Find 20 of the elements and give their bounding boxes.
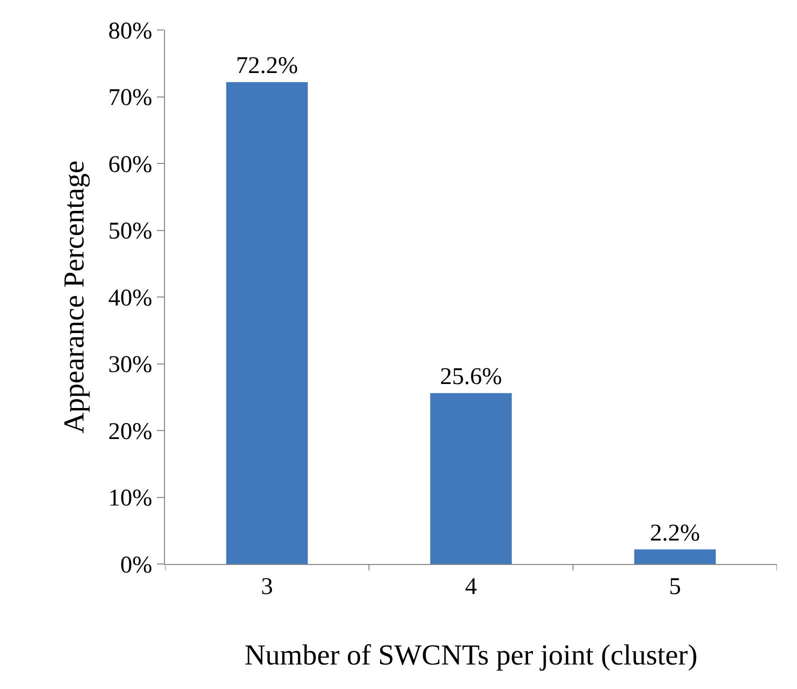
data-label: 72.2%	[236, 53, 298, 80]
x-tick-label: 3	[261, 574, 273, 600]
data-label: 2.2%	[650, 520, 700, 546]
x-tick-label: 4	[465, 574, 477, 600]
y-tick-label: 80%	[108, 18, 152, 44]
y-tick-label: 0%	[120, 552, 152, 578]
y-tick-label: 60%	[108, 152, 152, 178]
bar	[634, 549, 716, 564]
bar	[430, 393, 512, 564]
x-axis-title: Number of SWCNTs per joint (cluster)	[244, 640, 698, 672]
y-tick-label: 70%	[108, 85, 152, 112]
y-tick-label: 10%	[108, 486, 152, 512]
data-label: 25.6%	[440, 364, 502, 390]
y-tick-label: 30%	[108, 352, 152, 378]
y-tick-label: 50%	[108, 218, 152, 245]
y-axis-title: Appearance Percentage	[58, 160, 91, 434]
y-tick-label: 20%	[108, 418, 152, 445]
y-tick-label: 40%	[108, 285, 152, 312]
bar	[226, 82, 308, 564]
x-tick-label: 5	[669, 574, 681, 600]
